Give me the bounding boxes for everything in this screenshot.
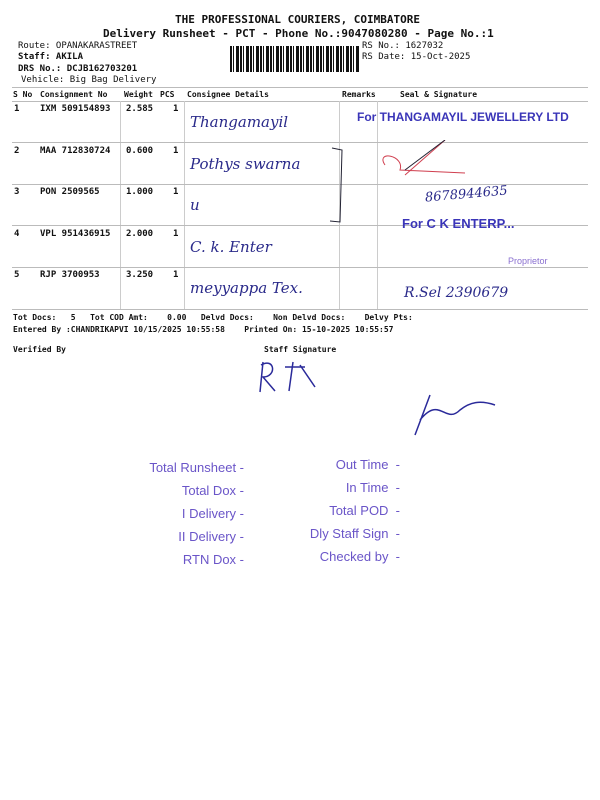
col-remarks: Remarks [342,90,376,99]
col-consignee: Consignee Details [187,90,269,99]
staff-signature-label: Staff Signature [264,345,337,354]
rs-date: RS Date: 15-Oct-2025 [362,52,471,62]
row-consignment-no: PON 2509565 [40,187,100,197]
entered-by-line: Entered By :CHANDRIKAPVI 10/15/2025 10:5… [13,325,394,334]
staff: Staff: AKILA [18,52,84,62]
row-weight: 0.600 [126,145,154,156]
row-pcs: 1 [173,228,179,239]
row-pcs: 1 [173,104,179,114]
row-sno: 4 [14,228,20,239]
row-consignment-no: VPL 951436915 [40,228,111,239]
row-sno: 3 [14,187,20,197]
seal-proprietor: Proprietor [508,256,548,266]
checklist-left-item: II Delivery - [178,529,244,544]
signature-mark [382,140,466,176]
row-pcs: 1 [173,270,179,280]
vehicle: Vehicle: Big Bag Delivery [21,75,157,85]
row-consignee: C. k. Enter [190,237,272,256]
rs-no: RS No.: 1627032 [362,41,444,51]
signature-receiver: R.Sel 2390679 [404,285,509,301]
checklist-left-item: Total Dox - [181,483,244,498]
drs-no: DRS No.: DCJB162703201 [18,64,138,74]
bracket-mark [330,147,343,223]
verified-by: Verified By [13,345,66,354]
verifier-signature [414,394,496,436]
row-consignment-no: MAA 712830724 [40,145,111,156]
company-title: THE PROFESSIONAL COURIERS, COIMBATORE [175,13,421,26]
col-seal: Seal & Signature [400,90,478,99]
checklist-left-item: I Delivery - [181,506,244,521]
row-consignment-no: RJP 3700953 [40,270,100,280]
checklist-left-item: RTN Dox - [182,552,244,567]
runsheet-title: Delivery Runsheet - PCT - Phone No.:9047… [103,27,494,40]
checklist-right-item: Total POD - [329,503,400,518]
row-pcs: 1 [173,145,179,156]
col-consignment: Consignment No [40,90,108,99]
checklist-right-item: Dly Staff Sign - [309,526,400,541]
staff-signature [259,361,316,393]
row-sno: 1 [14,104,20,114]
row-weight: 3.250 [126,270,154,280]
checklist-right-item: Out Time - [335,457,400,472]
checklist-right-item: Checked by - [319,549,400,564]
seal-ck-enterprises: For C K ENTERP... [402,216,515,231]
row-sno: 2 [14,145,20,156]
row-pcs: 1 [173,187,179,197]
row-consignee: Pothys swarna [190,154,301,173]
row-consignee: meyyappa Tex. [190,279,303,297]
row-weight: 2.000 [126,228,154,239]
row-consignee: Thangamayil [190,113,289,131]
col-pcs: PCS [160,90,175,99]
row-sno: 5 [14,270,20,280]
route: Route: OPANAKARASTREET [18,41,138,51]
checklist-right-item: In Time - [345,480,400,495]
barcode [230,46,360,72]
col-sno: S No [13,90,33,99]
row-consignment-no: IXM 509154893 [40,104,111,114]
row-weight: 1.000 [126,187,154,197]
checklist-left-item: Total Runsheet - [149,460,244,475]
phone-handwritten: 8678944635 [424,183,509,206]
row-weight: 2.585 [126,104,154,114]
col-weight: Weight [124,90,153,99]
row-consignee: u [190,196,200,214]
seal-thangamayil: For THANGAMAYIL JEWELLERY LTD [357,110,569,124]
totals-line: Tot Docs: 5 Tot COD Amt: 0.00 Delvd Docs… [13,313,413,322]
